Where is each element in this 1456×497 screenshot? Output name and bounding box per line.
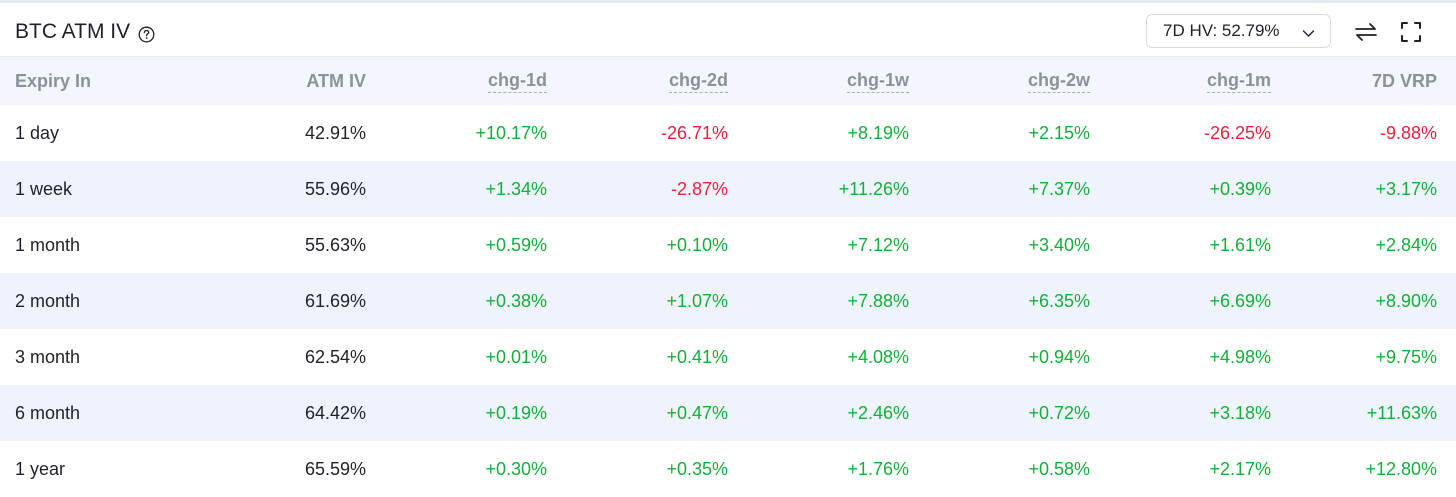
cell-chg-2d: -26.71% [660,122,728,143]
cell-atm-iv: 64.42% [304,402,366,423]
cell-atm-iv: 55.63% [304,234,366,255]
col-header-label: chg-1d [487,70,547,93]
cell-chg-1w: +1.76% [847,458,909,479]
cell-chg-2d: -2.87% [670,178,728,199]
cell-chg-2w: +6.35% [1028,290,1090,311]
swap-arrows-icon[interactable] [1354,21,1378,43]
panel-title-wrap: BTC ATM IV [15,19,155,45]
cell-chg-1d: +0.59% [485,234,547,255]
col-header-label: ATM IV [306,70,366,91]
col-header-chg-2d[interactable]: chg-2d [528,57,728,105]
cell-chg-1m: -26.25% [1203,122,1271,143]
atm-iv-table: Expiry In ATM IV chg-1d chg-2d chg-1w ch… [0,57,1456,497]
cell-7d-vrp: -9.88% [1379,122,1437,143]
cell-atm-iv: 61.69% [304,290,366,311]
col-header-chg-1w[interactable]: chg-1w [709,57,909,105]
cell-chg-1w: +7.12% [847,234,909,255]
cell-chg-1m: +6.69% [1209,290,1271,311]
col-header-atm-iv[interactable]: ATM IV [166,57,366,105]
col-header-label: chg-2d [668,70,728,93]
cell-expiry: 3 month [15,346,81,367]
table-row: 1 day 42.91% +10.17% -26.71% +8.19% +2.1… [0,105,1456,161]
cell-7d-vrp: +11.63% [1366,402,1437,423]
table-row: 2 month 61.69% +0.38% +1.07% +7.88% +6.3… [0,273,1456,329]
cell-chg-2d: +0.41% [666,346,728,367]
cell-expiry: 1 week [15,178,73,199]
col-header-label: chg-1w [846,70,909,93]
cell-atm-iv: 62.54% [304,346,366,367]
cell-chg-1d: +0.19% [485,402,547,423]
cell-chg-1d: +0.30% [485,458,547,479]
panel-title: BTC ATM IV [15,20,131,43]
cell-chg-2w: +0.72% [1028,402,1090,423]
cell-chg-2w: +3.40% [1028,234,1090,255]
cell-7d-vrp: +3.17% [1375,178,1437,199]
cell-chg-1w: +7.88% [847,290,909,311]
cell-chg-1w: +8.19% [847,122,909,143]
hv-select-value: 7D HV: 52.79% [1163,21,1280,40]
cell-chg-1m: +3.18% [1209,402,1271,423]
table-row: 1 week 55.96% +1.34% -2.87% +11.26% +7.3… [0,161,1456,217]
cell-chg-2d: +1.07% [666,290,728,311]
cell-chg-1d: +0.01% [485,346,547,367]
col-header-7d-vrp[interactable]: 7D VRP [1237,57,1437,105]
col-header-label: chg-1m [1206,70,1271,93]
cell-chg-1d: +1.34% [485,178,547,199]
cell-chg-1w: +4.08% [847,346,909,367]
col-header-label: 7D VRP [1371,70,1437,91]
table-row: 1 month 55.63% +0.59% +0.10% +7.12% +3.4… [0,217,1456,273]
cell-chg-2d: +0.35% [666,458,728,479]
cell-7d-vrp: +2.84% [1375,234,1437,255]
cell-chg-1m: +4.98% [1209,346,1271,367]
cell-atm-iv: 65.59% [304,458,366,479]
cell-chg-2w: +0.58% [1028,458,1090,479]
panel-header: BTC ATM IV 7D HV: 52.79% [0,6,1456,57]
col-header-label: chg-2w [1027,70,1090,93]
cell-expiry: 6 month [15,402,81,423]
fullscreen-icon[interactable] [1400,21,1422,43]
cell-chg-1d: +10.17% [475,122,547,143]
cell-chg-2w: +2.15% [1028,122,1090,143]
question-circle-icon[interactable] [138,24,155,42]
col-header-label: Expiry In [15,70,92,91]
cell-atm-iv: 42.91% [304,122,366,143]
cell-chg-2w: +0.94% [1028,346,1090,367]
table-row: 6 month 64.42% +0.19% +0.47% +2.46% +0.7… [0,385,1456,441]
cell-7d-vrp: +8.90% [1375,290,1437,311]
cell-expiry: 2 month [15,290,81,311]
cell-chg-1w: +2.46% [847,402,909,423]
cell-chg-2d: +0.10% [666,234,728,255]
col-header-expiry[interactable]: Expiry In [15,57,215,105]
hv-period-select[interactable]: 7D HV: 52.79% [1146,14,1331,48]
cell-7d-vrp: +9.75% [1375,346,1437,367]
table-row: 3 month 62.54% +0.01% +0.41% +4.08% +0.9… [0,329,1456,385]
col-header-chg-2w[interactable]: chg-2w [890,57,1090,105]
cell-expiry: 1 month [15,234,81,255]
chevron-down-icon [1302,25,1315,38]
cell-expiry: 1 year [15,458,66,479]
table-header-row: Expiry In ATM IV chg-1d chg-2d chg-1w ch… [0,57,1456,105]
cell-chg-1d: +0.38% [485,290,547,311]
col-header-chg-1m[interactable]: chg-1m [1071,57,1271,105]
table-row: 1 year 65.59% +0.30% +0.35% +1.76% +0.58… [0,441,1456,497]
col-header-chg-1d[interactable]: chg-1d [347,57,547,105]
cell-chg-1m: +0.39% [1209,178,1271,199]
cell-chg-1m: +2.17% [1209,458,1271,479]
cell-chg-2d: +0.47% [666,402,728,423]
cell-chg-2w: +7.37% [1028,178,1090,199]
cell-atm-iv: 55.96% [304,178,366,199]
cell-expiry: 1 day [15,122,60,143]
cell-chg-1w: +11.26% [838,178,909,199]
cell-7d-vrp: +12.80% [1365,458,1437,479]
cell-chg-1m: +1.61% [1209,234,1271,255]
